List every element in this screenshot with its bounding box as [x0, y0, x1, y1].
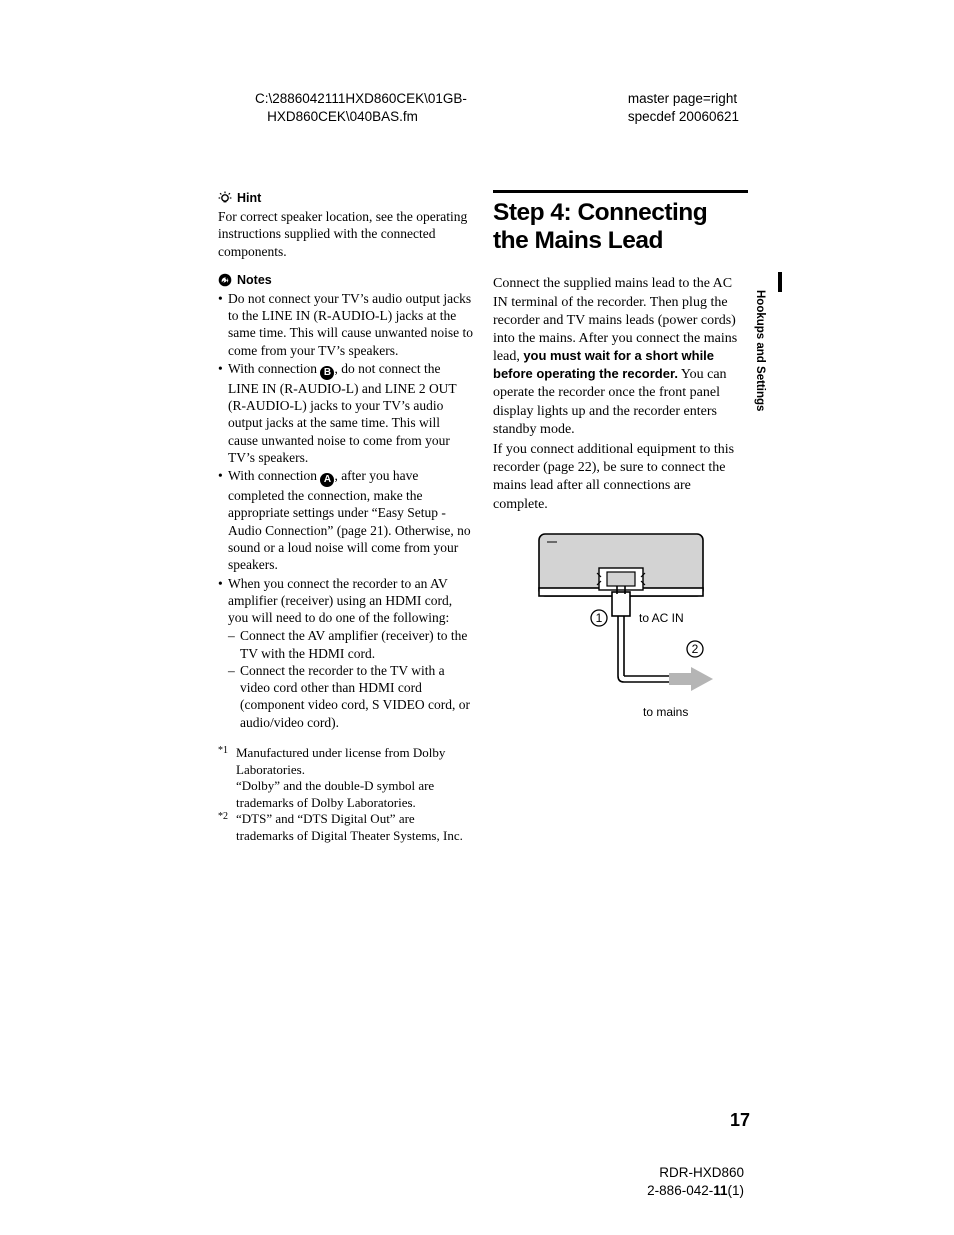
footnote: *1 Manufactured under license from Dolby… — [218, 745, 473, 812]
page-body: Hint For correct speaker location, see t… — [218, 190, 748, 845]
right-column: Step 4: Connecting the Mains Lead Connec… — [493, 190, 748, 845]
connection-badge-icon: B — [320, 366, 334, 380]
note-item: Do not connect your TV’s audio output ja… — [218, 290, 473, 359]
footer-doc-bold: 11 — [713, 1183, 727, 1198]
header-path-line2: HXD860CEK\040BAS.fm — [255, 108, 430, 126]
notes-list: Do not connect your TV’s audio output ja… — [218, 290, 473, 731]
notes-label: Notes — [237, 272, 272, 288]
notes-heading: Notes — [218, 272, 473, 288]
header-meta: master page=right specdef 20060621 — [628, 90, 954, 126]
hint-heading: Hint — [218, 190, 473, 206]
footnote-marker: *2 — [218, 811, 228, 824]
diagram-step-1: 1 — [595, 611, 602, 625]
note-item: With connection B, do not connect the LI… — [218, 360, 473, 466]
hint-text: For correct speaker location, see the op… — [218, 208, 473, 260]
note-item: When you connect the recorder to an AV a… — [218, 575, 473, 731]
note-text: Do not connect your TV’s audio output ja… — [228, 291, 473, 358]
note-item: With connection A, after you have comple… — [218, 467, 473, 573]
footnote-line: “Dolby” and the double-D symbol are trad… — [236, 778, 473, 811]
lightbulb-icon — [218, 191, 232, 205]
footnote-line: Manufactured under license from Dolby La… — [236, 745, 473, 778]
footer-model: RDR-HXD860 — [0, 1164, 744, 1182]
connection-diagram: 1 to AC IN 2 to mains — [493, 532, 748, 726]
footnotes: *1 Manufactured under license from Dolby… — [218, 745, 473, 845]
note-text-post: , after you have completed the connectio… — [228, 468, 471, 572]
note-text: When you connect the recorder to an AV a… — [228, 576, 452, 626]
side-tab-label: Hookups and Settings — [754, 290, 766, 411]
footnote-marker: *1 — [218, 745, 228, 758]
side-tab-bracket-icon — [778, 272, 782, 292]
left-column: Hint For correct speaker location, see t… — [218, 190, 473, 845]
para-2: If you connect additional equipment to t… — [493, 441, 748, 514]
page-footer: RDR-HXD860 2-886-042-11(1) — [0, 1164, 954, 1200]
footer-docnum: 2-886-042-11(1) — [0, 1182, 744, 1200]
notes-icon — [218, 273, 232, 287]
section-title: Step 4: Connecting the Mains Lead — [493, 199, 748, 255]
footnote-line: “DTS” and “DTS Digital Out” are trademar… — [236, 811, 473, 844]
diagram-label-ac-in: to AC IN — [639, 611, 684, 625]
page-header: C:\2886042111HXD860CEK\01GB- HXD860CEK\0… — [0, 90, 954, 126]
page-number: 17 — [730, 1110, 750, 1131]
section-rule — [493, 190, 748, 193]
footer-doc-post: (1) — [728, 1183, 745, 1198]
note-sublist: Connect the AV amplifier (receiver) to t… — [228, 627, 473, 731]
footer-doc-pre: 2-886-042- — [647, 1183, 713, 1198]
note-text-pre: With connection — [228, 361, 320, 376]
header-path-line1: C:\2886042111HXD860CEK\01GB- — [255, 90, 430, 108]
note-text-post: , do not connect the LINE IN (R-AUDIO-L)… — [228, 361, 456, 465]
para-1: Connect the supplied mains lead to the A… — [493, 275, 748, 439]
header-path: C:\2886042111HXD860CEK\01GB- HXD860CEK\0… — [0, 90, 430, 126]
footnote: *2 “DTS” and “DTS Digital Out” are trade… — [218, 811, 473, 844]
diagram-step-2: 2 — [691, 642, 698, 656]
note-text-pre: With connection — [228, 468, 320, 483]
header-master: master page=right — [628, 90, 739, 108]
mains-lead-diagram-icon: 1 to AC IN 2 to mains — [517, 532, 725, 726]
header-specdef: specdef 20060621 — [628, 108, 739, 126]
note-subitem: Connect the AV amplifier (receiver) to t… — [228, 627, 473, 662]
diagram-label-mains: to mains — [643, 705, 688, 719]
hint-label: Hint — [237, 190, 261, 206]
note-subitem: Connect the recorder to the TV with a vi… — [228, 662, 473, 731]
connection-badge-icon: A — [320, 473, 334, 487]
